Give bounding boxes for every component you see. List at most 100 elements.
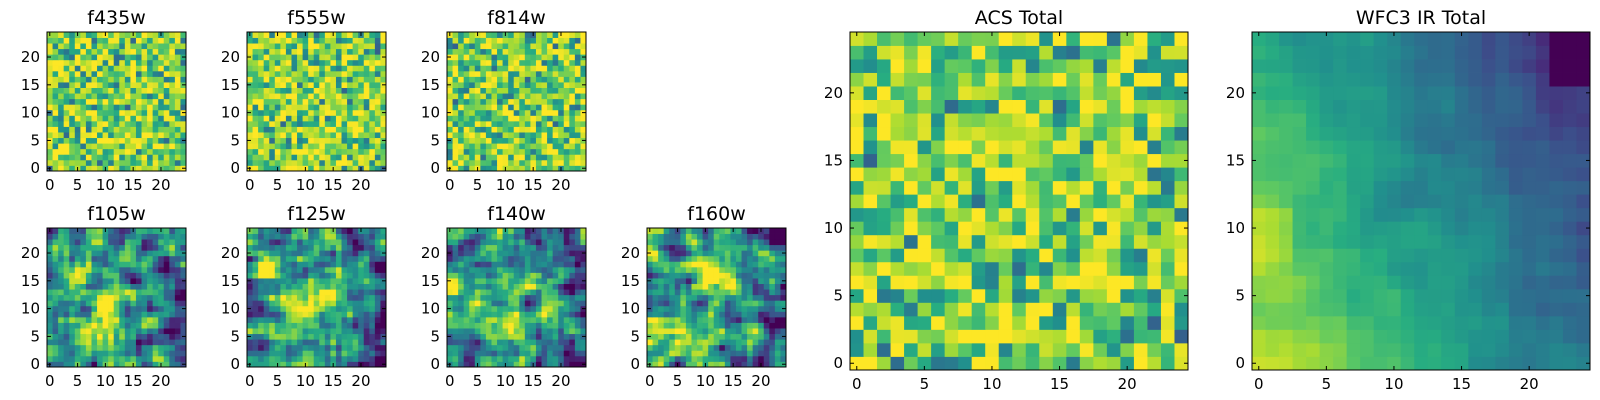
heatmap-cell bbox=[97, 148, 103, 155]
heatmap-cell bbox=[113, 239, 120, 246]
heatmap-cell bbox=[341, 37, 348, 44]
heatmap-cell bbox=[174, 266, 181, 273]
heatmap-cell bbox=[74, 322, 81, 329]
heatmap-cell bbox=[80, 137, 87, 144]
heatmap-cell bbox=[352, 361, 359, 368]
heatmap-cell bbox=[774, 333, 781, 340]
heatmap-cell bbox=[341, 233, 348, 240]
heatmap-cell bbox=[319, 154, 326, 161]
heatmap-cell bbox=[97, 283, 103, 290]
heatmap-cell bbox=[552, 300, 559, 307]
heatmap-cell bbox=[74, 132, 81, 139]
heatmap-cell bbox=[758, 261, 765, 268]
heatmap-cell bbox=[480, 132, 487, 139]
heatmap-cell bbox=[85, 278, 92, 284]
heatmap-cell bbox=[850, 356, 864, 371]
heatmap-cell bbox=[1012, 167, 1027, 182]
heatmap-cell bbox=[141, 311, 148, 318]
heatmap-cell bbox=[258, 294, 265, 301]
heatmap-cell bbox=[358, 93, 365, 100]
heatmap-cell bbox=[363, 272, 370, 279]
heatmap-cell bbox=[741, 289, 748, 296]
heatmap-cell bbox=[524, 328, 531, 335]
heatmap-cell bbox=[574, 261, 581, 268]
heatmap-cell bbox=[135, 165, 142, 172]
heatmap-cell bbox=[752, 266, 759, 273]
heatmap-cell bbox=[330, 109, 337, 116]
heatmap-cell bbox=[480, 239, 487, 246]
heatmap-cell bbox=[302, 344, 309, 351]
heatmap-cell bbox=[508, 115, 515, 122]
heatmap-cell bbox=[519, 361, 526, 368]
heatmap-cell bbox=[335, 283, 342, 290]
heatmap-cell bbox=[330, 350, 337, 357]
heatmap-cell bbox=[513, 250, 520, 257]
heatmap-cell bbox=[180, 255, 187, 262]
heatmap-cell bbox=[319, 361, 326, 368]
heatmap-cell bbox=[163, 93, 170, 100]
heatmap-cell bbox=[697, 233, 703, 240]
heatmap-cell bbox=[741, 294, 748, 301]
heatmap-cell bbox=[297, 132, 303, 139]
heatmap-cell bbox=[580, 43, 587, 50]
heatmap-cell bbox=[374, 355, 381, 362]
heatmap-cell bbox=[102, 322, 109, 329]
x-tick-label: 0 bbox=[245, 372, 255, 390]
heatmap-cell bbox=[369, 239, 376, 246]
heatmap-cell bbox=[998, 234, 1013, 249]
heatmap-cell bbox=[102, 48, 109, 55]
heatmap-cell bbox=[513, 261, 520, 268]
heatmap-cell bbox=[152, 261, 159, 268]
heatmap-cell bbox=[258, 261, 265, 268]
heatmap-cell bbox=[130, 344, 137, 351]
heatmap-cell bbox=[569, 159, 576, 166]
heatmap-cell bbox=[85, 244, 92, 251]
x-tick-label: 5 bbox=[73, 372, 83, 390]
heatmap-cell bbox=[574, 65, 581, 72]
heatmap-cell bbox=[752, 350, 759, 357]
heatmap-cell bbox=[247, 48, 253, 55]
heatmap-cell bbox=[541, 82, 548, 88]
heatmap-cell bbox=[541, 228, 548, 234]
heatmap-cell bbox=[691, 316, 698, 323]
heatmap-cell bbox=[850, 234, 864, 249]
heatmap-cell bbox=[552, 233, 559, 240]
heatmap-cell bbox=[113, 361, 120, 368]
heatmap-cell bbox=[297, 154, 303, 161]
heatmap-cell bbox=[52, 339, 59, 346]
heatmap-cell bbox=[113, 54, 120, 61]
heatmap-cell bbox=[335, 137, 342, 144]
heatmap-cell bbox=[547, 278, 554, 284]
heatmap-cell bbox=[47, 289, 53, 296]
heatmap-cell bbox=[174, 255, 181, 262]
heatmap-cell bbox=[563, 333, 570, 340]
heatmap-cell bbox=[724, 289, 731, 296]
heatmap-cell bbox=[169, 316, 176, 323]
heatmap-cell bbox=[513, 255, 520, 262]
heatmap-cell bbox=[124, 143, 131, 150]
heatmap-cell bbox=[263, 143, 270, 150]
heatmap-cell bbox=[113, 126, 120, 133]
heatmap-cell bbox=[1093, 261, 1108, 276]
heatmap-cell bbox=[47, 115, 53, 122]
heatmap-cell bbox=[469, 333, 476, 340]
heatmap-cell bbox=[69, 278, 76, 284]
heatmap-cell bbox=[130, 93, 137, 100]
heatmap-cell bbox=[474, 239, 481, 246]
heatmap-cell bbox=[285, 361, 292, 368]
heatmap-cell bbox=[530, 261, 537, 268]
heatmap-cell bbox=[263, 43, 270, 50]
heatmap-cell bbox=[1120, 221, 1135, 236]
heatmap-cell bbox=[491, 266, 498, 273]
heatmap-cell bbox=[697, 250, 703, 257]
heatmap-cell bbox=[113, 98, 120, 105]
heatmap-cell bbox=[474, 104, 481, 111]
heatmap-cell bbox=[135, 87, 142, 94]
heatmap-cell bbox=[341, 228, 348, 234]
heatmap-cell bbox=[1052, 248, 1067, 263]
heatmap-cell bbox=[1039, 167, 1054, 182]
heatmap-cell bbox=[63, 93, 70, 100]
